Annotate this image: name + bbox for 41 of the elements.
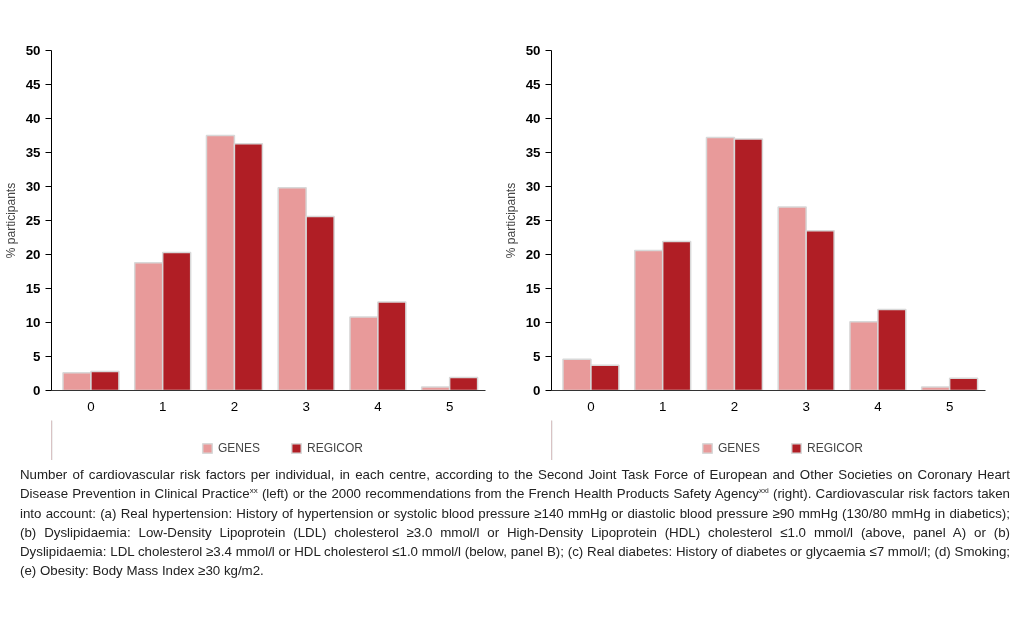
y-tick-label: 15 — [25, 281, 42, 296]
x-tick-label: 4 — [874, 398, 883, 414]
y-tick-label: 35 — [525, 145, 542, 160]
y-tick-label: 25 — [25, 213, 42, 228]
y-axis-title: % participants — [3, 182, 18, 259]
y-tick-label: 20 — [25, 247, 41, 262]
y-tick-label: 35 — [25, 145, 42, 160]
x-tick-label: 4 — [374, 398, 383, 414]
y-tick-label: 5 — [33, 349, 42, 364]
legend-label: REGICOR — [807, 441, 864, 455]
x-tick-label: 3 — [302, 398, 310, 414]
y-tick-label: 45 — [25, 77, 42, 92]
y-tick-label: 40 — [525, 111, 541, 126]
x-tick-label: 0 — [587, 398, 595, 414]
y-tick-label: 10 — [25, 315, 41, 330]
x-tick-label: 1 — [158, 398, 167, 414]
x-tick-label: 1 — [658, 398, 667, 414]
y-tick-label: 5 — [533, 349, 542, 364]
y-tick-label: 25 — [525, 213, 542, 228]
y-tick-label: 15 — [525, 281, 542, 296]
text: Number of cardiovascular risk factors per individual, in each centre, according to the Second Joint Task Force of European and Other Societies on Coronary Heart Disease Prevention in Clinical Practice$^{xx}$ (left) or the 2000 recommendations from the French Health Products Safety Agency$^{xxi}$ (right). Cardiovascular risk factors taken into account: (a) Real hypertension: History of hypertension or systolic blood pressure ≥140 mmHg or diastolic blood pressure ≥90 mmHg (130/80 mmHg in diabetics); (b) Dyslipidaemia: Low-Density Lipoprotein (LDL) cholesterol ≥3.0 mmol/l or High-Density Lipoprotein (HDL) cholesterol ≤1.0 mmol/l (above, panel A) or (b) Dyslipidaemia: LDL cholesterol ≥3.4 mmol/l or HDL cholesterol ≤1.0 mmol/l (below, panel B); (c) Real diabetes: History of diabetes or glycaemia ≤7 mmol/l; (d) Smoking; (e) Obesity: Body Mass Index ≥30 kg/m2. — [20, 467, 1010, 579]
y-axis-title: % participants — [503, 182, 518, 259]
y-tick-label: 30 — [525, 179, 541, 194]
x-tick-label: 2 — [730, 398, 739, 414]
y-tick-label: 30 — [25, 179, 41, 194]
y-tick-label: 50 — [25, 43, 41, 58]
legend-label: REGICOR — [307, 441, 364, 455]
y-tick-label: 0 — [33, 383, 41, 398]
y-tick-label: 45 — [525, 77, 542, 92]
x-tick-label: 5 — [945, 398, 954, 414]
y-tick-label: 40 — [25, 111, 41, 126]
y-tick-label: 20 — [525, 247, 541, 262]
x-tick-label: 3 — [802, 398, 810, 414]
x-tick-label: 5 — [445, 398, 454, 414]
y-tick-label: 10 — [525, 315, 541, 330]
y-tick-label: 0 — [533, 383, 541, 398]
legend-label: GENES — [718, 441, 761, 455]
x-tick-label: 0 — [87, 398, 95, 414]
y-tick-label: 50 — [525, 43, 541, 58]
legend-label: GENES — [218, 441, 261, 455]
x-tick-label: 2 — [230, 398, 239, 414]
